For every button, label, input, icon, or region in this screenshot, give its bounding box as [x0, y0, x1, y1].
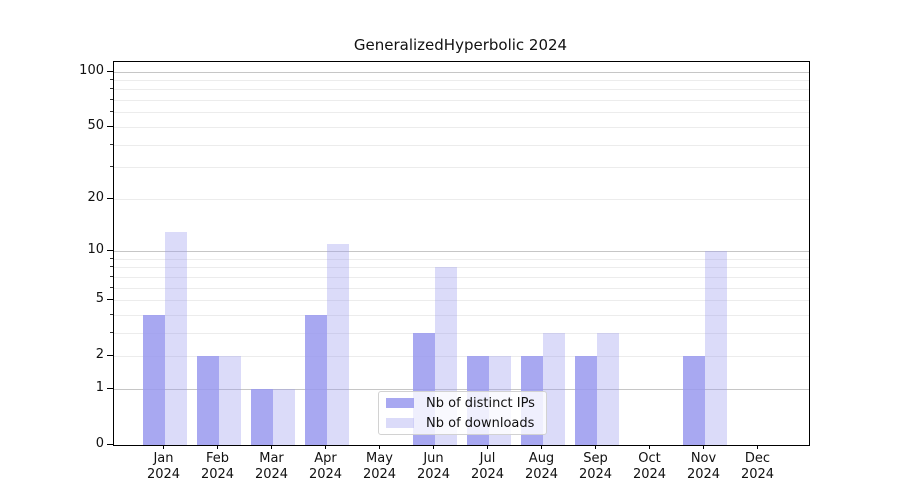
bar-downloads [704, 251, 727, 445]
x-tick-mark [595, 445, 596, 449]
x-tick-mark [649, 445, 650, 449]
y-minor-tick-mark [110, 88, 113, 90]
y-minor-tick-mark [110, 313, 113, 315]
gridline-minor [114, 356, 809, 358]
y-tick-mark [107, 355, 113, 357]
y-tick-mark [107, 387, 113, 389]
x-tick-mark [487, 445, 488, 449]
x-tick-label: Oct 2024 [632, 451, 667, 482]
y-tick-mark [107, 197, 113, 199]
gridline-minor [114, 112, 809, 114]
bar-downloads [542, 332, 565, 445]
x-tick-label: Nov 2024 [686, 451, 721, 482]
gridline-minor [114, 267, 809, 269]
bar-distinct-ips [304, 314, 327, 445]
gridline-major [114, 251, 809, 252]
x-tick-label: Jan 2024 [146, 451, 181, 482]
x-tick-label: Sep 2024 [578, 451, 613, 482]
legend-swatch-downloads [386, 418, 414, 428]
x-tick-mark [379, 445, 380, 449]
legend: Nb of distinct IPs Nb of downloads [378, 391, 547, 435]
x-tick-mark [271, 445, 272, 449]
bar-distinct-ips [682, 356, 705, 445]
gridline-major [114, 71, 809, 73]
bar-distinct-ips [142, 314, 165, 445]
y-tick-label: 0 [95, 436, 104, 451]
gridline-minor [114, 198, 809, 200]
y-tick-mark [107, 299, 113, 300]
y-tick-label: 100 [79, 62, 104, 78]
bar-downloads [596, 332, 619, 445]
y-minor-tick-mark [110, 257, 113, 259]
y-tick-mark [107, 125, 113, 127]
chart-title: GeneralizedHyperbolic 2024 [353, 36, 568, 54]
x-tick-mark [163, 445, 164, 449]
bar-distinct-ips [574, 356, 597, 445]
y-minor-tick-mark [110, 266, 113, 268]
x-tick-label: May 2024 [362, 451, 397, 482]
y-tick-label: 10 [87, 242, 104, 257]
legend-item-distinct-ips: Nb of distinct IPs [386, 395, 546, 412]
bar-downloads [218, 356, 241, 445]
y-minor-tick-mark [110, 79, 113, 80]
y-tick-mark [107, 444, 113, 445]
y-minor-tick-mark [110, 166, 113, 168]
bar-downloads [164, 231, 187, 445]
gridline-minor [114, 287, 809, 289]
y-tick-label: 50 [87, 117, 104, 133]
x-tick-label: Jul 2024 [470, 451, 505, 482]
x-tick-label: Apr 2024 [308, 451, 343, 482]
gridline-minor [114, 300, 809, 301]
bar-downloads [326, 243, 349, 445]
x-tick-label: Mar 2024 [254, 451, 289, 482]
y-tick-mark [107, 250, 113, 251]
y-tick-label: 5 [95, 291, 104, 306]
x-tick-label: Jun 2024 [416, 451, 451, 482]
x-tick-label: Feb 2024 [200, 451, 235, 482]
y-tick-label: 1 [95, 379, 104, 395]
legend-label-downloads: Nb of downloads [426, 415, 535, 431]
y-minor-tick-mark [110, 111, 113, 113]
bar-distinct-ips [250, 388, 273, 445]
legend-swatch-distinct-ips [386, 398, 414, 408]
y-minor-tick-mark [110, 275, 113, 277]
y-minor-tick-mark [110, 99, 113, 101]
y-tick-label: 2 [95, 347, 104, 363]
gridline-minor [114, 332, 809, 334]
x-tick-label: Dec 2024 [740, 451, 775, 482]
x-tick-mark [325, 445, 326, 449]
y-minor-tick-mark [110, 286, 113, 288]
gridline-minor [114, 80, 809, 81]
x-tick-mark [217, 445, 218, 449]
gridline-minor [114, 100, 809, 102]
gridline-minor [114, 89, 809, 91]
legend-item-downloads: Nb of downloads [386, 415, 546, 432]
gridline-major [114, 388, 809, 390]
plot-area [113, 61, 810, 446]
legend-label-distinct-ips: Nb of distinct IPs [426, 395, 535, 411]
gridline-minor [114, 167, 809, 169]
y-tick-label: 20 [87, 189, 104, 205]
gridline-minor [114, 258, 809, 260]
x-tick-mark [757, 445, 758, 449]
gridline-minor [114, 144, 809, 146]
bar-downloads [272, 388, 295, 445]
bar-distinct-ips [196, 356, 219, 445]
y-tick-mark [107, 70, 113, 72]
gridline-minor [114, 314, 809, 316]
gridline-minor [114, 276, 809, 278]
x-tick-label: Aug 2024 [524, 451, 559, 482]
y-minor-tick-mark [110, 331, 113, 333]
x-tick-mark [541, 445, 542, 449]
x-tick-mark [703, 445, 704, 449]
gridline-minor [114, 126, 809, 128]
x-tick-mark [433, 445, 434, 449]
y-minor-tick-mark [110, 143, 113, 145]
